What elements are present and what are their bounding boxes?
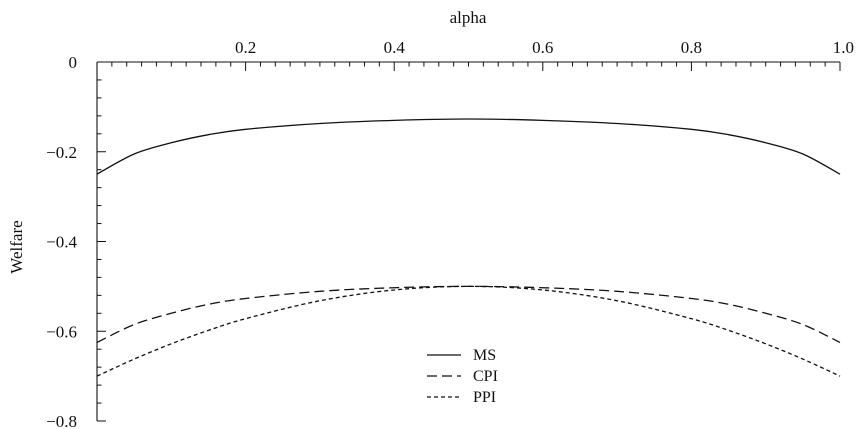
series-line-ms (96, 118, 841, 175)
x-tick-label: 0.4 (384, 38, 406, 57)
axes: 0.2 0.4 0.6 0.8 1.0 0 −0.2 −0.4 −0.6 −0.8 (46, 38, 854, 429)
series-line-ppi (96, 285, 841, 377)
y-tick-label: −0.6 (46, 322, 77, 341)
y-tick-label: −0.4 (46, 233, 77, 252)
series-line-cpi (96, 285, 841, 344)
x-tick-label: 0.6 (532, 38, 553, 57)
y-axis-title: Welfare (7, 220, 26, 273)
legend: MS CPI PPI (427, 347, 498, 406)
y-tick-label: −0.2 (46, 143, 77, 162)
y-tick-label: 0 (69, 53, 78, 72)
legend-label-cpi: CPI (473, 368, 498, 385)
y-tick-label: −0.8 (46, 412, 77, 429)
series-layer (96, 118, 841, 377)
legend-label-ppi: PPI (473, 389, 496, 406)
x-tick-label: 1.0 (833, 38, 854, 57)
x-tick-label: 0.2 (235, 38, 256, 57)
x-tick-label: 0.8 (681, 38, 702, 57)
legend-label-ms: MS (473, 347, 496, 364)
x-axis-title: alpha (450, 8, 487, 27)
